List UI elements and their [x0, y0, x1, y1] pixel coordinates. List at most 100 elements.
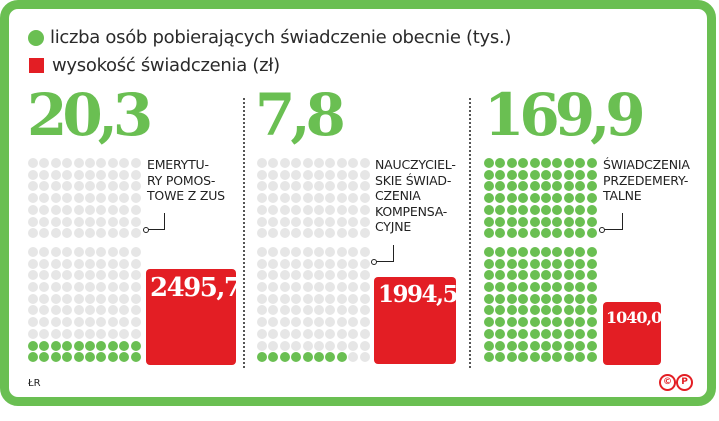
- dot: [302, 193, 313, 204]
- amount-box-nauczycielskie: 1994,5: [374, 277, 459, 364]
- dot: [50, 204, 61, 215]
- dot: [73, 340, 84, 351]
- dot: [107, 270, 118, 281]
- dot: [529, 193, 540, 204]
- dot: [336, 158, 347, 168]
- legend-label-count: liczba osób pobierających świadczenie ob…: [50, 27, 512, 48]
- dot: [119, 181, 130, 192]
- dot: [348, 181, 359, 192]
- dot: [586, 293, 597, 304]
- dot: [268, 282, 279, 292]
- dot: [39, 216, 50, 227]
- dot: [85, 216, 95, 227]
- dot: [268, 270, 279, 281]
- dot: [96, 270, 107, 281]
- dot: [348, 158, 359, 168]
- dot: [28, 204, 38, 215]
- dot: [302, 270, 313, 281]
- dot: [359, 293, 370, 304]
- dot: [518, 270, 529, 281]
- dot: [314, 181, 324, 192]
- dot: [130, 169, 141, 180]
- dot: [96, 158, 107, 168]
- dot: [552, 270, 563, 281]
- dot: [73, 246, 84, 257]
- dot: [62, 328, 73, 339]
- connector-line: [604, 229, 623, 230]
- dot: [119, 352, 130, 363]
- dot: [39, 246, 50, 257]
- dot: [518, 340, 529, 351]
- dot: [279, 258, 290, 269]
- dot: [518, 305, 529, 316]
- dot: [563, 270, 574, 281]
- dot: [39, 317, 50, 328]
- dot: [28, 328, 38, 339]
- dot: [39, 204, 50, 215]
- big-number-przedemerytalne: 169,9: [484, 81, 646, 149]
- dot: [257, 216, 267, 227]
- dot: [279, 204, 290, 215]
- dot: [257, 328, 267, 339]
- dot: [348, 258, 359, 269]
- dot: [73, 181, 84, 192]
- dot: [563, 317, 574, 328]
- dot: [325, 193, 336, 204]
- legend-item-amount: wysokość świadczenia (zł): [28, 55, 280, 76]
- dot: [348, 246, 359, 257]
- connector-line: [148, 229, 165, 230]
- dot: [107, 246, 118, 257]
- dot: [529, 317, 540, 328]
- dot: [552, 216, 563, 227]
- dot: [518, 158, 529, 168]
- dot: [359, 158, 370, 168]
- dot: [96, 305, 107, 316]
- dot: [484, 158, 494, 168]
- dot: [96, 228, 107, 239]
- dot: [541, 270, 551, 281]
- dot: [279, 193, 290, 204]
- dot: [359, 204, 370, 215]
- dot: [257, 228, 267, 239]
- dot: [541, 305, 551, 316]
- dot: [484, 270, 494, 281]
- dot: [73, 305, 84, 316]
- dot: [563, 204, 574, 215]
- dot: [62, 181, 73, 192]
- dot: [336, 258, 347, 269]
- dot: [495, 293, 506, 304]
- dot: [325, 228, 336, 239]
- dot: [130, 158, 141, 168]
- dot: [348, 293, 359, 304]
- dot: [552, 305, 563, 316]
- label-pomostowe: EMERYTU- RY POMOS- TOWE Z ZUS: [147, 157, 225, 203]
- dot: [552, 317, 563, 328]
- dot: [552, 193, 563, 204]
- dot: [28, 317, 38, 328]
- dot: [39, 193, 50, 204]
- dot: [575, 258, 586, 269]
- dot: [529, 181, 540, 192]
- dot: [39, 228, 50, 239]
- dot: [563, 193, 574, 204]
- dot: [39, 270, 50, 281]
- dot: [336, 352, 347, 363]
- legend-item-count: liczba osób pobierających świadczenie ob…: [28, 27, 511, 48]
- dot: [529, 328, 540, 339]
- dot: [268, 293, 279, 304]
- dot: [541, 258, 551, 269]
- dot: [484, 246, 494, 257]
- dot: [291, 181, 302, 192]
- connector-line: [376, 261, 394, 262]
- dot: [529, 258, 540, 269]
- dot: [39, 169, 50, 180]
- dot: [257, 352, 267, 363]
- dot: [518, 216, 529, 227]
- dot: [302, 293, 313, 304]
- dot: [575, 193, 586, 204]
- dot: [359, 258, 370, 269]
- dot: [130, 204, 141, 215]
- phonogram-icon: P: [676, 374, 693, 391]
- dot: [575, 246, 586, 257]
- dot: [279, 305, 290, 316]
